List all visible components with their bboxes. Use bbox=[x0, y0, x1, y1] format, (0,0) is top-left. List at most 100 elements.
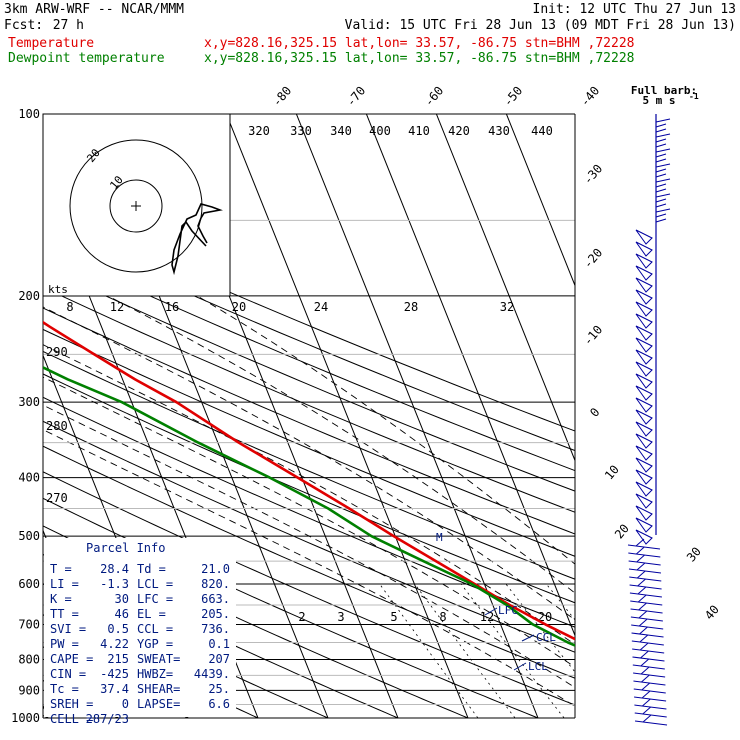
parcel-info-cell: EL = bbox=[137, 607, 166, 621]
wind-barb-tick bbox=[636, 554, 645, 563]
wind-barb-flag bbox=[655, 173, 667, 178]
mixing-ratio-label-bottom: 20 bbox=[538, 610, 552, 624]
parcel-info-cell: LCL = bbox=[137, 577, 173, 591]
parcel-info-cell: 30 bbox=[115, 592, 129, 606]
wind-barb-flag bbox=[655, 148, 671, 153]
theta-e-label: 330 bbox=[290, 124, 312, 138]
wind-barb-tick bbox=[641, 674, 650, 683]
theta-e-label: 340 bbox=[330, 124, 352, 138]
wind-barb-pennant bbox=[635, 313, 653, 329]
parcel-info-cell: LI = bbox=[50, 577, 79, 591]
parcel-info-cell: 205. bbox=[201, 607, 230, 621]
dry-adiabat bbox=[43, 396, 575, 628]
wind-barb-tick bbox=[638, 602, 647, 611]
lfc-marker: LFC bbox=[498, 604, 518, 617]
wind-barb-flag bbox=[655, 213, 667, 218]
moist-adiabat bbox=[43, 404, 575, 689]
temperature-label: -50 bbox=[501, 84, 526, 110]
parcel-info-cell: T = bbox=[50, 562, 72, 576]
parcel-info-cell: -1.3 bbox=[100, 577, 129, 591]
potential-temperature-label: 280 bbox=[46, 419, 68, 433]
theta-e-label: 420 bbox=[448, 124, 470, 138]
mixing-ratio-label-bottom: 5 bbox=[390, 610, 397, 624]
isotherm bbox=[711, 101, 740, 731]
potential-temperature-label: 290 bbox=[46, 345, 68, 359]
parcel-info-cell: 287/23 bbox=[86, 712, 129, 726]
potential-temperature-label: 270 bbox=[46, 491, 68, 505]
sounding-profiles bbox=[43, 320, 575, 647]
temperature-label: -10 bbox=[581, 323, 606, 349]
dry-adiabat bbox=[43, 471, 575, 706]
wind-barb-flag bbox=[655, 208, 671, 213]
wind-barb-tick bbox=[636, 562, 646, 571]
hodograph-unit-label: kts bbox=[48, 283, 68, 296]
hodograph-ring-20 bbox=[69, 139, 203, 273]
moist-adiabat bbox=[43, 376, 575, 668]
parcel-info-cell: CCL = bbox=[137, 622, 173, 636]
wind-barb-pennant bbox=[635, 457, 653, 473]
wind-barb-tick bbox=[640, 650, 649, 659]
wind-barb-pennant bbox=[635, 265, 653, 281]
mixing-ratio-label-bottom: 3 bbox=[337, 610, 344, 624]
mixing-ratio-line bbox=[379, 583, 479, 718]
lfc-marker-line bbox=[484, 607, 498, 616]
parcel-info-cell: SHEAR= bbox=[137, 682, 180, 696]
hodograph-trace bbox=[171, 203, 223, 276]
mixing-ratio-label-bottom: 2 bbox=[298, 610, 305, 624]
pressure-label: 500 bbox=[18, 529, 40, 543]
mixing-ratio-label-top: 32 bbox=[500, 300, 514, 314]
wind-barb-tick bbox=[640, 658, 650, 667]
wind-barb-flag bbox=[655, 143, 667, 148]
level-markers: M LFC CCL LCL bbox=[436, 531, 556, 673]
mixing-ratio-label-top: 20 bbox=[232, 300, 246, 314]
temperature-label: 40 bbox=[702, 602, 722, 622]
lcl-marker-line bbox=[513, 662, 527, 671]
parcel-info-cell: YGP = bbox=[137, 637, 173, 651]
wind-barb-pennant bbox=[635, 373, 653, 389]
parcel-info-cell: 215 bbox=[107, 652, 129, 666]
parcel-info-box: Parcel Info T = 28.4 Td = 21.0 LI = -1.3 LCL =… bbox=[44, 538, 236, 726]
parcel-info-cell: LAPSE= bbox=[137, 697, 180, 711]
wind-barb-flag bbox=[655, 178, 671, 183]
wind-barb-pennant bbox=[635, 433, 653, 449]
parcel-info-cell: 28.4 bbox=[100, 562, 129, 576]
parcel-info-cell: SVI = bbox=[50, 622, 86, 636]
wind-barb-pennant bbox=[635, 445, 653, 461]
wind-barb-pennant bbox=[635, 409, 653, 425]
isotherm bbox=[365, 114, 575, 637]
parcel-info-background bbox=[44, 538, 236, 717]
temperature-location: x,y=828.16,325.15 lat,lon= 33.57, -86.75… bbox=[204, 36, 634, 51]
dry-adiabat bbox=[43, 307, 575, 535]
parcel-info-cell: PW = bbox=[50, 637, 79, 651]
parcel-info-cell: 6.6 bbox=[208, 697, 230, 711]
dry-adiabat bbox=[43, 227, 575, 452]
theta-e-label: 320 bbox=[248, 124, 270, 138]
parcel-info-cell: Tc = bbox=[50, 682, 79, 696]
wind-barb-tick bbox=[639, 626, 648, 635]
wind-barb-flag bbox=[655, 203, 667, 208]
pressure-label: 1000 bbox=[11, 711, 40, 725]
dry-adiabat bbox=[43, 445, 575, 679]
ccl-marker: CCL bbox=[536, 631, 556, 644]
theta-e-label: 430 bbox=[488, 124, 510, 138]
temperature-label: 20 bbox=[612, 521, 632, 541]
temperature-label: -60 bbox=[422, 84, 447, 110]
temperature-legend-label: Temperature bbox=[8, 36, 94, 51]
isotherm bbox=[225, 114, 469, 718]
wind-barb-tick bbox=[642, 698, 651, 707]
wind-barb-pennant bbox=[635, 481, 653, 497]
parcel-info-title: Parcel Info bbox=[86, 541, 165, 555]
wind-barb-pennant bbox=[635, 361, 653, 377]
temperature-label: -20 bbox=[581, 246, 606, 272]
temperature-label: -80 bbox=[270, 84, 295, 110]
wind-barb-tick bbox=[640, 666, 650, 675]
mixing-ratio-label-bottom: 8 bbox=[439, 610, 446, 624]
forecast-label: Fcst: bbox=[4, 18, 43, 33]
parcel-info-cell: 820. bbox=[201, 577, 230, 591]
pressure-label: 400 bbox=[18, 471, 40, 485]
dry-adiabat bbox=[43, 583, 330, 718]
wind-barb-tick bbox=[637, 578, 646, 587]
parcel-info-cell: -425 bbox=[100, 667, 129, 681]
parcel-info-cell: 46 bbox=[115, 607, 129, 621]
parcel-info-cell: 25. bbox=[208, 682, 230, 696]
